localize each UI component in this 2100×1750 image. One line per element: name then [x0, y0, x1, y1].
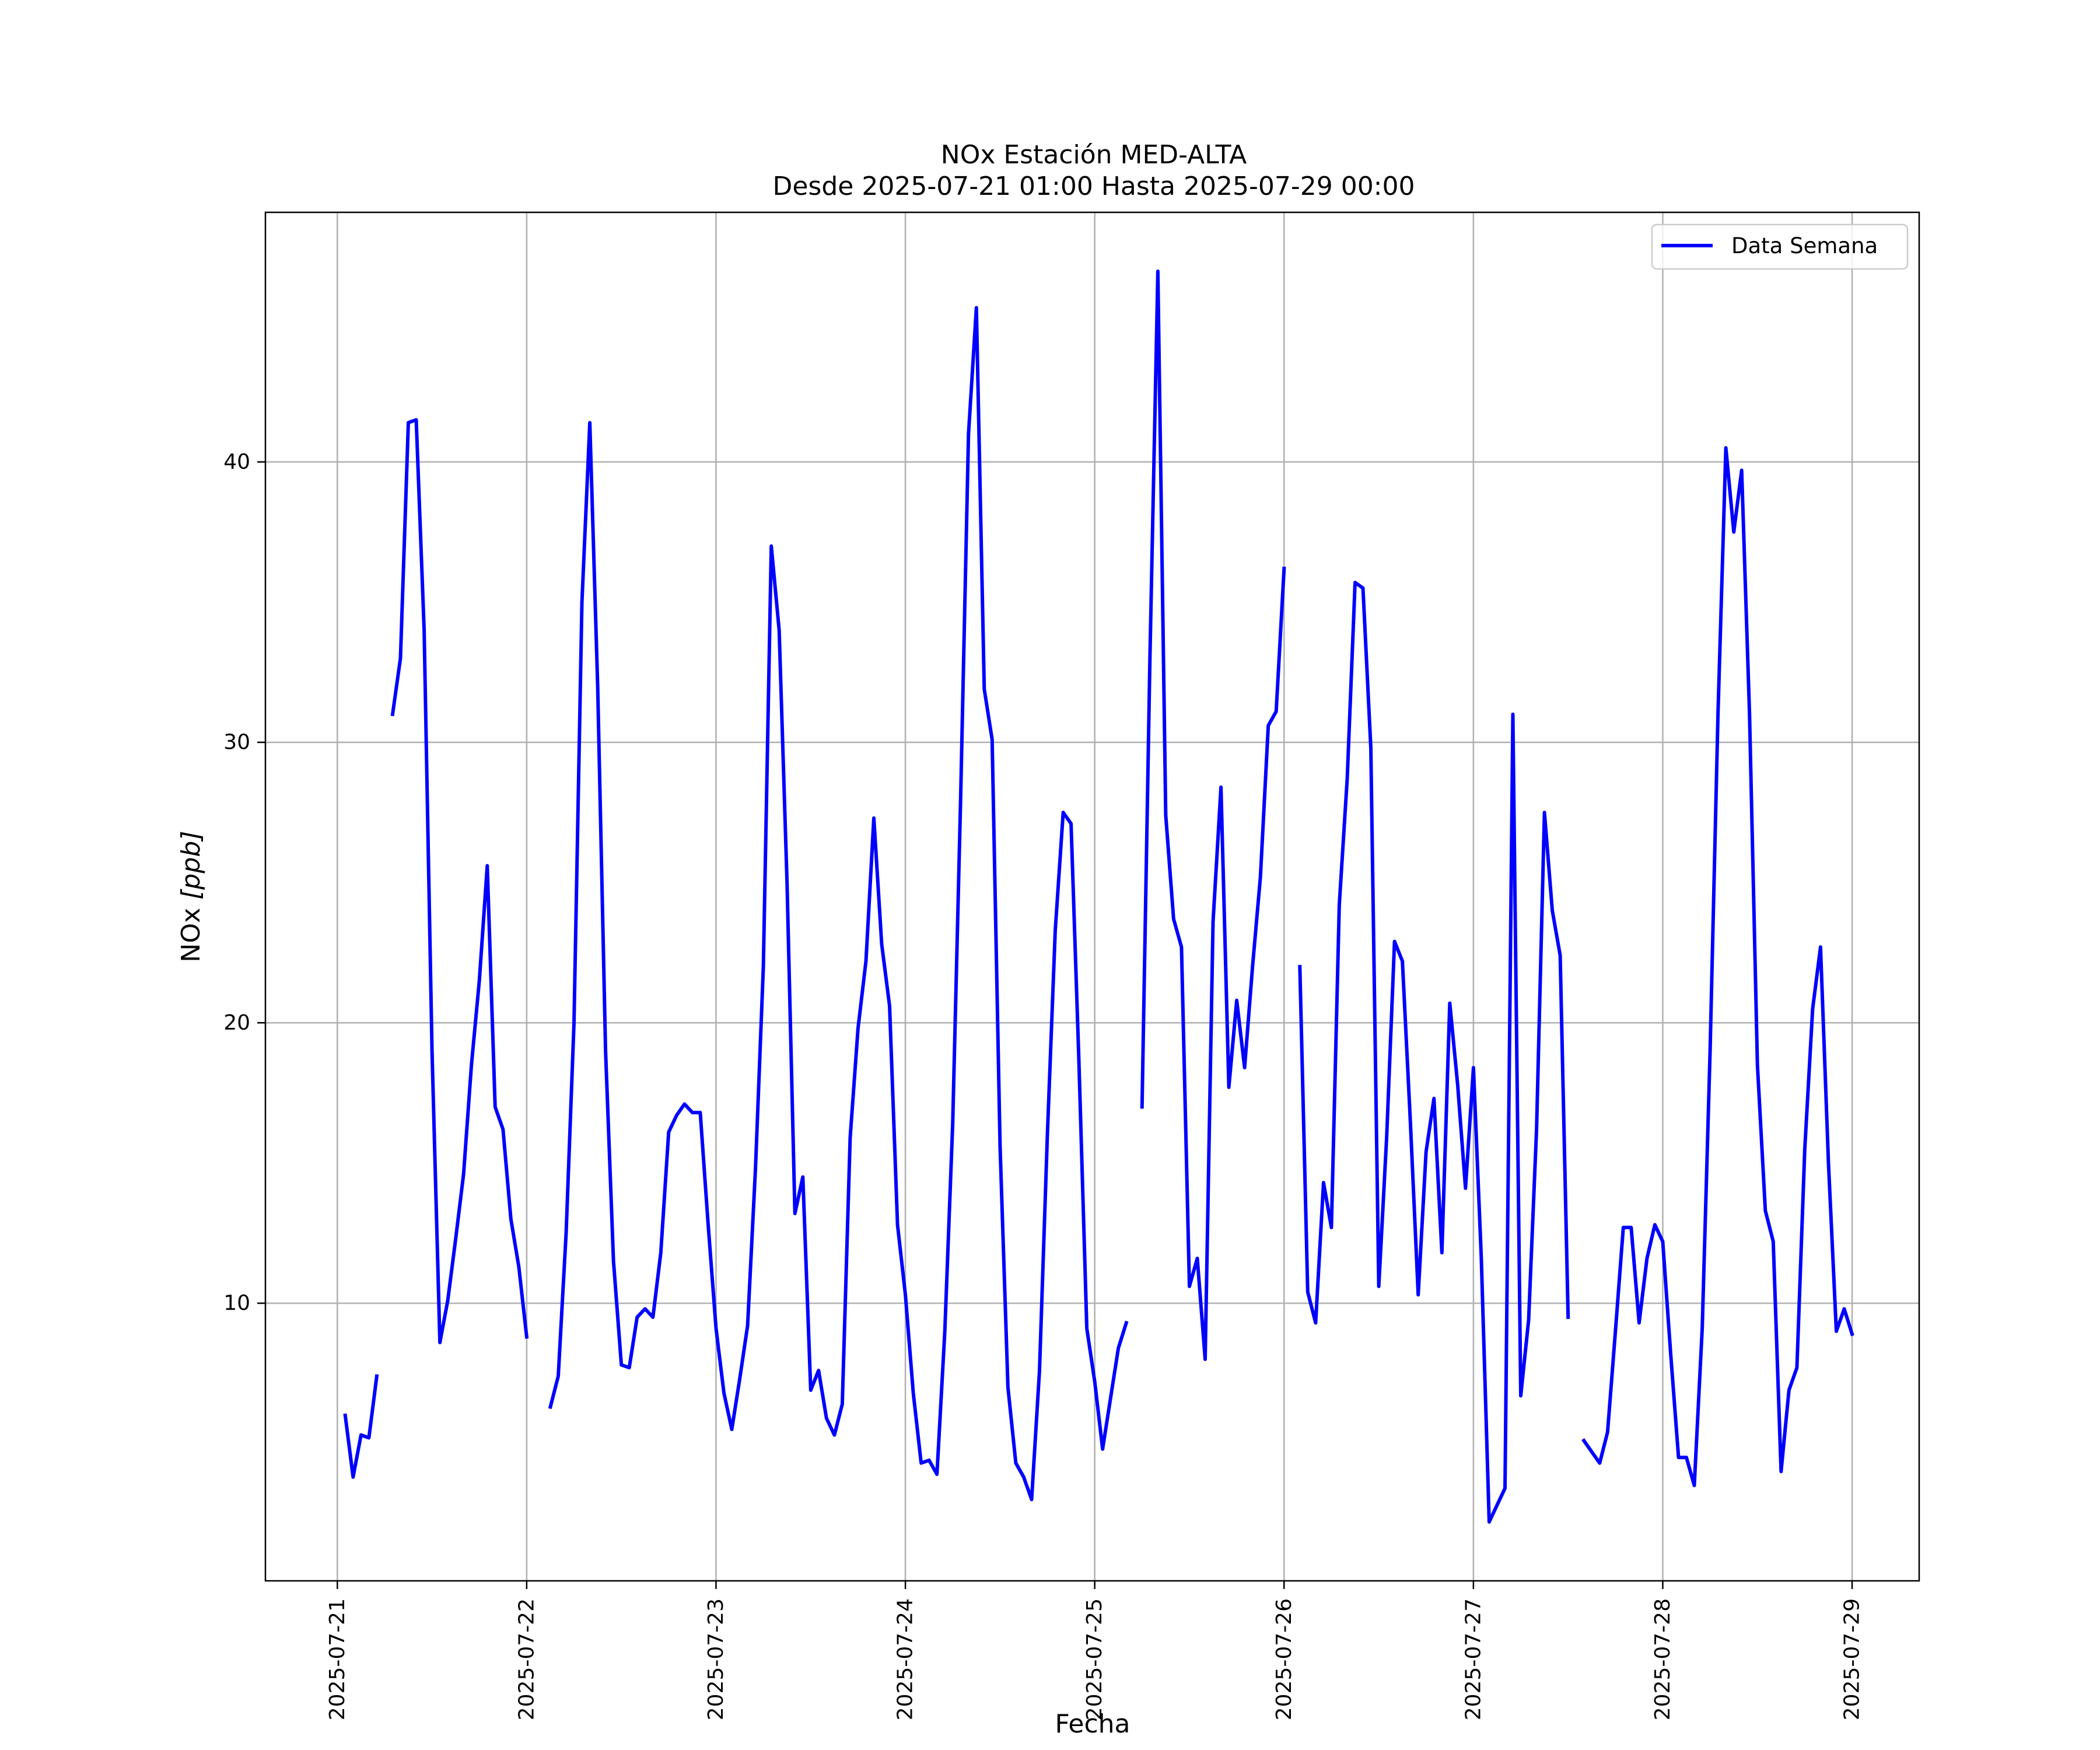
y-axis-label: NOx [ppb] — [176, 831, 206, 963]
x-tick-label: 2025-07-24 — [894, 1598, 918, 1720]
y-axis-label-unit: [ppb] — [176, 831, 206, 900]
x-tick-label: 2025-07-27 — [1461, 1598, 1485, 1720]
legend: Data Semana — [1651, 223, 1909, 270]
series-line-segment — [1140, 270, 1286, 1362]
legend-box — [1651, 223, 1909, 270]
x-tick-label: 2025-07-25 — [1083, 1598, 1107, 1720]
y-tick-label: 10 — [223, 1292, 250, 1315]
series-line-segment — [343, 1374, 379, 1479]
y-tick-label: 40 — [223, 450, 250, 474]
series-line-segment — [1581, 446, 1854, 1488]
y-axis-ticks: 10 20 30 40 — [223, 450, 265, 1315]
x-tick-label: 2025-07-26 — [1272, 1598, 1296, 1720]
series-line-segment — [1298, 580, 1570, 1524]
chart-subtitle: Desde 2025-07-21 01:00 Hasta 2025-07-29 … — [772, 172, 1415, 201]
x-axis-label: Fecha — [1055, 1709, 1130, 1739]
x-tick-label: 2025-07-23 — [704, 1598, 728, 1720]
series-line-segment — [548, 306, 1129, 1502]
y-tick-label: 30 — [223, 730, 250, 754]
grid-lines — [265, 212, 1919, 1581]
chart-title: NOx Estación MED-ALTA — [941, 140, 1247, 170]
x-tick-label: 2025-07-29 — [1840, 1598, 1864, 1720]
x-tick-label: 2025-07-22 — [514, 1598, 538, 1720]
plot-area-frame — [264, 211, 1920, 1582]
x-tick-label: 2025-07-21 — [326, 1598, 349, 1720]
series-line-segment — [390, 418, 529, 1345]
x-axis-ticks: 2025-07-21 2025-07-22 2025-07-23 2025-07-24… — [326, 1581, 1864, 1720]
y-axis-label-main: NOx — [176, 900, 206, 963]
legend-label: Data Semana — [1731, 233, 1878, 258]
x-tick-label: 2025-07-28 — [1651, 1598, 1675, 1720]
y-tick-label: 20 — [223, 1011, 250, 1035]
series-lines — [343, 270, 1854, 1524]
